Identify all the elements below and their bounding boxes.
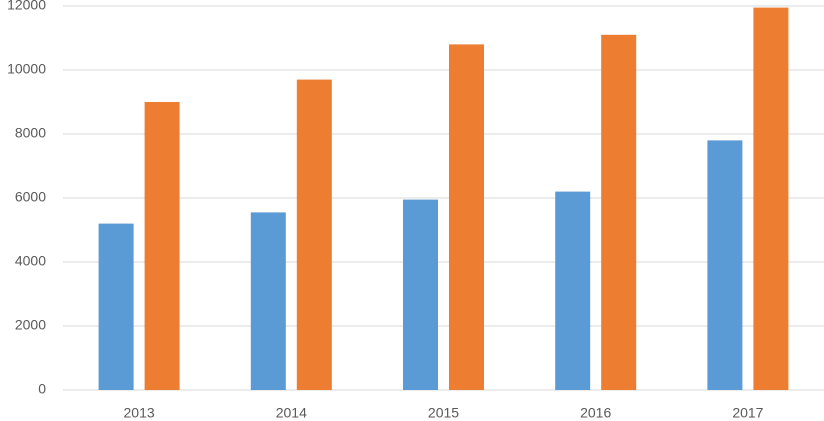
x-tick-label: 2015 bbox=[428, 405, 459, 421]
bar bbox=[250, 212, 286, 390]
x-tick-label: 2014 bbox=[276, 405, 307, 421]
bar bbox=[753, 7, 789, 390]
bar bbox=[449, 44, 484, 391]
x-tick-label: 2013 bbox=[124, 405, 155, 421]
y-tick-label: 10000 bbox=[7, 61, 46, 77]
bar bbox=[555, 191, 591, 390]
bar bbox=[144, 102, 180, 390]
x-tick-label: 2017 bbox=[732, 405, 763, 421]
bar bbox=[601, 34, 637, 391]
bar bbox=[98, 223, 134, 390]
y-tick-label: 4000 bbox=[15, 253, 46, 269]
y-tick-label: 8000 bbox=[15, 125, 46, 141]
y-tick-label: 0 bbox=[38, 381, 46, 397]
x-tick-label: 2016 bbox=[580, 405, 611, 421]
bar bbox=[296, 79, 332, 390]
bar bbox=[707, 140, 743, 390]
y-tick-label: 12000 bbox=[7, 0, 46, 13]
bar bbox=[403, 199, 438, 390]
y-tick-label: 2000 bbox=[15, 317, 46, 333]
y-tick-label: 6000 bbox=[15, 189, 46, 205]
